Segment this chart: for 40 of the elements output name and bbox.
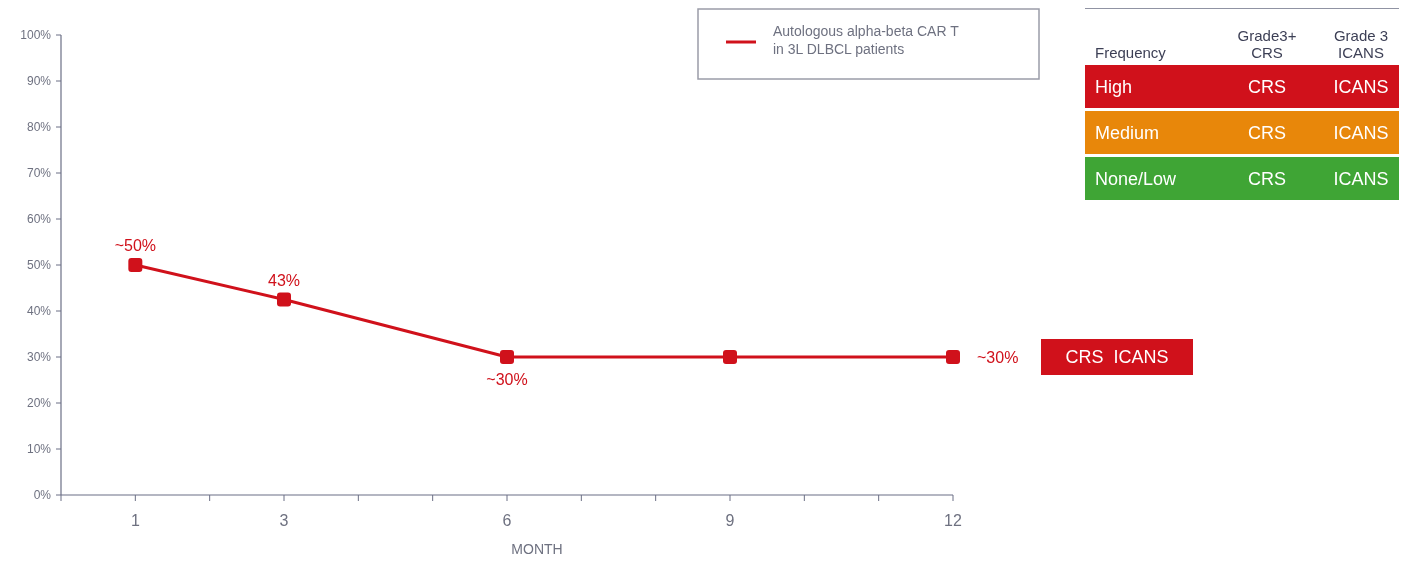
text: CRS ICANS [1065, 347, 1169, 368]
point [723, 350, 737, 364]
y-tick-label: 10% [26, 442, 52, 457]
text: Grade 3 ICANS [1333, 27, 1389, 61]
x-tick-label: 3 [279, 512, 289, 529]
y-tick-label: 40% [26, 304, 52, 319]
text: ICANS [1333, 169, 1389, 189]
text: Grade3+ CRS [1237, 27, 1297, 61]
y-tick-label: 80% [26, 120, 52, 135]
x-tick-label: 1 [130, 512, 140, 529]
text: Frequency [1095, 44, 1167, 61]
text: High [1095, 77, 1133, 97]
data-label: 43% [267, 271, 301, 289]
y-tick-label: 0% [33, 488, 52, 503]
text: CRS [1247, 77, 1287, 97]
y-tick-label: 30% [26, 350, 52, 365]
y-tick-label: 20% [26, 396, 52, 411]
data-label: ~50% [114, 237, 157, 254]
x-tick-label: 6 [502, 512, 512, 529]
x-axis-title: MONTH [511, 541, 563, 557]
data-label: ~30% [977, 348, 1019, 366]
point [500, 350, 514, 364]
text: CRS [1247, 123, 1287, 143]
text: CRS [1247, 169, 1287, 189]
x-tick-label: 12 [944, 512, 962, 529]
text: Medium [1095, 123, 1160, 143]
y-tick-label: 50% [26, 258, 52, 273]
point [946, 350, 960, 364]
text: ICANS [1333, 123, 1389, 143]
y-tick-label: 100% [20, 28, 52, 43]
data-label: ~30% [486, 371, 528, 388]
x-tick-label: 9 [725, 512, 735, 529]
text: ICANS [1333, 77, 1389, 97]
y-tick-label: 60% [26, 212, 52, 227]
y-tick-label: 90% [26, 74, 52, 89]
point [128, 258, 143, 272]
y-tick-label: 70% [26, 166, 52, 181]
point [277, 292, 291, 307]
text: None/Low [1095, 169, 1178, 189]
legend-label: Autologous alpha-beta CAR T in 3L DLBCL patients [773, 23, 960, 57]
